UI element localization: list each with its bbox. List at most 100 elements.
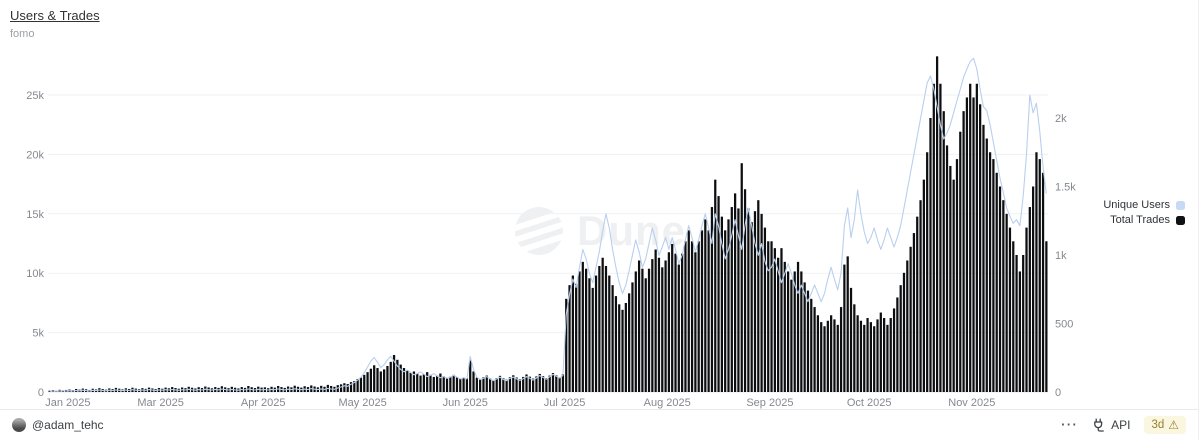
total-trades-bar[interactable] <box>601 257 604 392</box>
total-trades-bar[interactable] <box>969 83 972 392</box>
total-trades-bar[interactable] <box>485 375 488 392</box>
total-trades-bar[interactable] <box>793 271 796 392</box>
total-trades-bar[interactable] <box>873 326 876 392</box>
total-trades-bar[interactable] <box>1028 207 1031 392</box>
total-trades-bar[interactable] <box>979 104 982 393</box>
total-trades-bar[interactable] <box>522 376 525 392</box>
total-trades-bar[interactable] <box>992 159 995 392</box>
total-trades-bar[interactable] <box>422 374 425 392</box>
total-trades-bar[interactable] <box>939 83 942 392</box>
total-trades-bar[interactable] <box>346 384 349 392</box>
total-trades-bar[interactable] <box>657 257 661 392</box>
total-trades-bar[interactable] <box>594 275 598 392</box>
total-trades-bar[interactable] <box>985 138 988 392</box>
total-trades-bar[interactable] <box>830 315 833 392</box>
total-trades-bar[interactable] <box>697 241 700 392</box>
total-trades-bar[interactable] <box>849 287 853 392</box>
total-trades-bar[interactable] <box>743 189 747 392</box>
total-trades-bar[interactable] <box>429 374 432 393</box>
total-trades-bar[interactable] <box>959 131 962 392</box>
total-trades-bar[interactable] <box>916 216 919 392</box>
total-trades-bar[interactable] <box>912 233 916 392</box>
total-trades-bar[interactable] <box>575 283 578 392</box>
total-trades-bar[interactable] <box>720 216 723 392</box>
total-trades-bar[interactable] <box>608 275 611 392</box>
api-button[interactable]: API <box>1092 418 1130 432</box>
total-trades-bar[interactable] <box>561 374 565 392</box>
total-trades-bar[interactable] <box>856 315 859 392</box>
total-trades-bar[interactable] <box>681 253 684 392</box>
total-trades-bar[interactable] <box>975 83 978 392</box>
total-trades-bar[interactable] <box>541 376 545 392</box>
total-trades-bar[interactable] <box>419 375 422 392</box>
total-trades-bar[interactable] <box>1002 200 1005 392</box>
total-trades-bar[interactable] <box>935 56 939 392</box>
total-trades-bar[interactable] <box>780 248 783 392</box>
total-trades-bar[interactable] <box>806 290 810 392</box>
total-trades-bar[interactable] <box>654 249 657 392</box>
total-trades-bar[interactable] <box>588 278 591 392</box>
total-trades-bar[interactable] <box>581 261 584 392</box>
total-trades-bar[interactable] <box>707 230 710 392</box>
total-trades-bar[interactable] <box>767 241 770 392</box>
total-trades-bar[interactable] <box>462 377 465 393</box>
total-trades-bar[interactable] <box>435 375 439 392</box>
total-trades-bar[interactable] <box>637 260 641 392</box>
author-link[interactable]: @adam_tehc <box>12 418 104 432</box>
total-trades-bar[interactable] <box>883 318 886 392</box>
total-trades-bar[interactable] <box>820 322 823 392</box>
total-trades-bar[interactable] <box>369 368 372 392</box>
total-trades-bar[interactable] <box>747 208 750 392</box>
total-trades-bar[interactable] <box>750 222 753 392</box>
total-trades-bar[interactable] <box>459 378 462 392</box>
total-trades-bar[interactable] <box>488 378 492 392</box>
total-trades-bar[interactable] <box>886 324 889 392</box>
total-trades-bar[interactable] <box>578 271 581 392</box>
total-trades-bar[interactable] <box>902 272 906 392</box>
total-trades-bar[interactable] <box>439 373 442 393</box>
total-trades-bar[interactable] <box>628 293 631 392</box>
total-trades-bar[interactable] <box>945 145 949 392</box>
total-trades-bar[interactable] <box>1045 241 1048 392</box>
total-trades-bar[interactable] <box>833 319 836 392</box>
total-trades-bar[interactable] <box>426 372 429 392</box>
total-trades-bar[interactable] <box>618 304 621 392</box>
total-trades-bar[interactable] <box>479 378 482 393</box>
total-trades-bar[interactable] <box>869 322 872 392</box>
total-trades-bar[interactable] <box>465 378 469 392</box>
total-trades-bar[interactable] <box>528 376 531 392</box>
total-trades-bar[interactable] <box>392 355 396 392</box>
total-trades-bar[interactable] <box>932 83 935 392</box>
total-trades-bar[interactable] <box>591 287 594 392</box>
total-trades-bar[interactable] <box>631 282 634 392</box>
total-trades-bar[interactable] <box>866 318 869 392</box>
total-trades-bar[interactable] <box>1008 227 1012 392</box>
total-trades-bar[interactable] <box>339 384 343 392</box>
total-trades-bar[interactable] <box>641 268 644 392</box>
total-trades-bar[interactable] <box>1032 186 1035 393</box>
total-trades-bar[interactable] <box>366 372 369 392</box>
total-trades-bar[interactable] <box>889 318 892 392</box>
total-trades-bar[interactable] <box>614 296 618 392</box>
total-trades-bar[interactable] <box>677 264 680 392</box>
total-trades-bar[interactable] <box>644 278 647 392</box>
total-trades-bar[interactable] <box>343 383 346 392</box>
total-trades-bar[interactable] <box>538 373 541 392</box>
total-trades-bar[interactable] <box>839 307 843 392</box>
total-trades-bar[interactable] <box>790 279 793 392</box>
total-trades-bar[interactable] <box>952 179 955 392</box>
total-trades-bar[interactable] <box>359 377 363 393</box>
total-trades-bar[interactable] <box>336 385 339 392</box>
total-trades-bar[interactable] <box>661 267 664 392</box>
total-trades-bar[interactable] <box>714 179 717 392</box>
total-trades-bar[interactable] <box>988 152 992 392</box>
total-trades-bar[interactable] <box>704 219 707 392</box>
total-trades-bar[interactable] <box>373 365 376 392</box>
total-trades-bar[interactable] <box>783 261 786 392</box>
total-trades-bar[interactable] <box>1025 227 1028 392</box>
total-trades-bar[interactable] <box>674 253 677 392</box>
total-trades-bar[interactable] <box>634 271 637 392</box>
total-trades-bar[interactable] <box>800 271 803 392</box>
total-trades-bar[interactable] <box>1012 241 1015 392</box>
